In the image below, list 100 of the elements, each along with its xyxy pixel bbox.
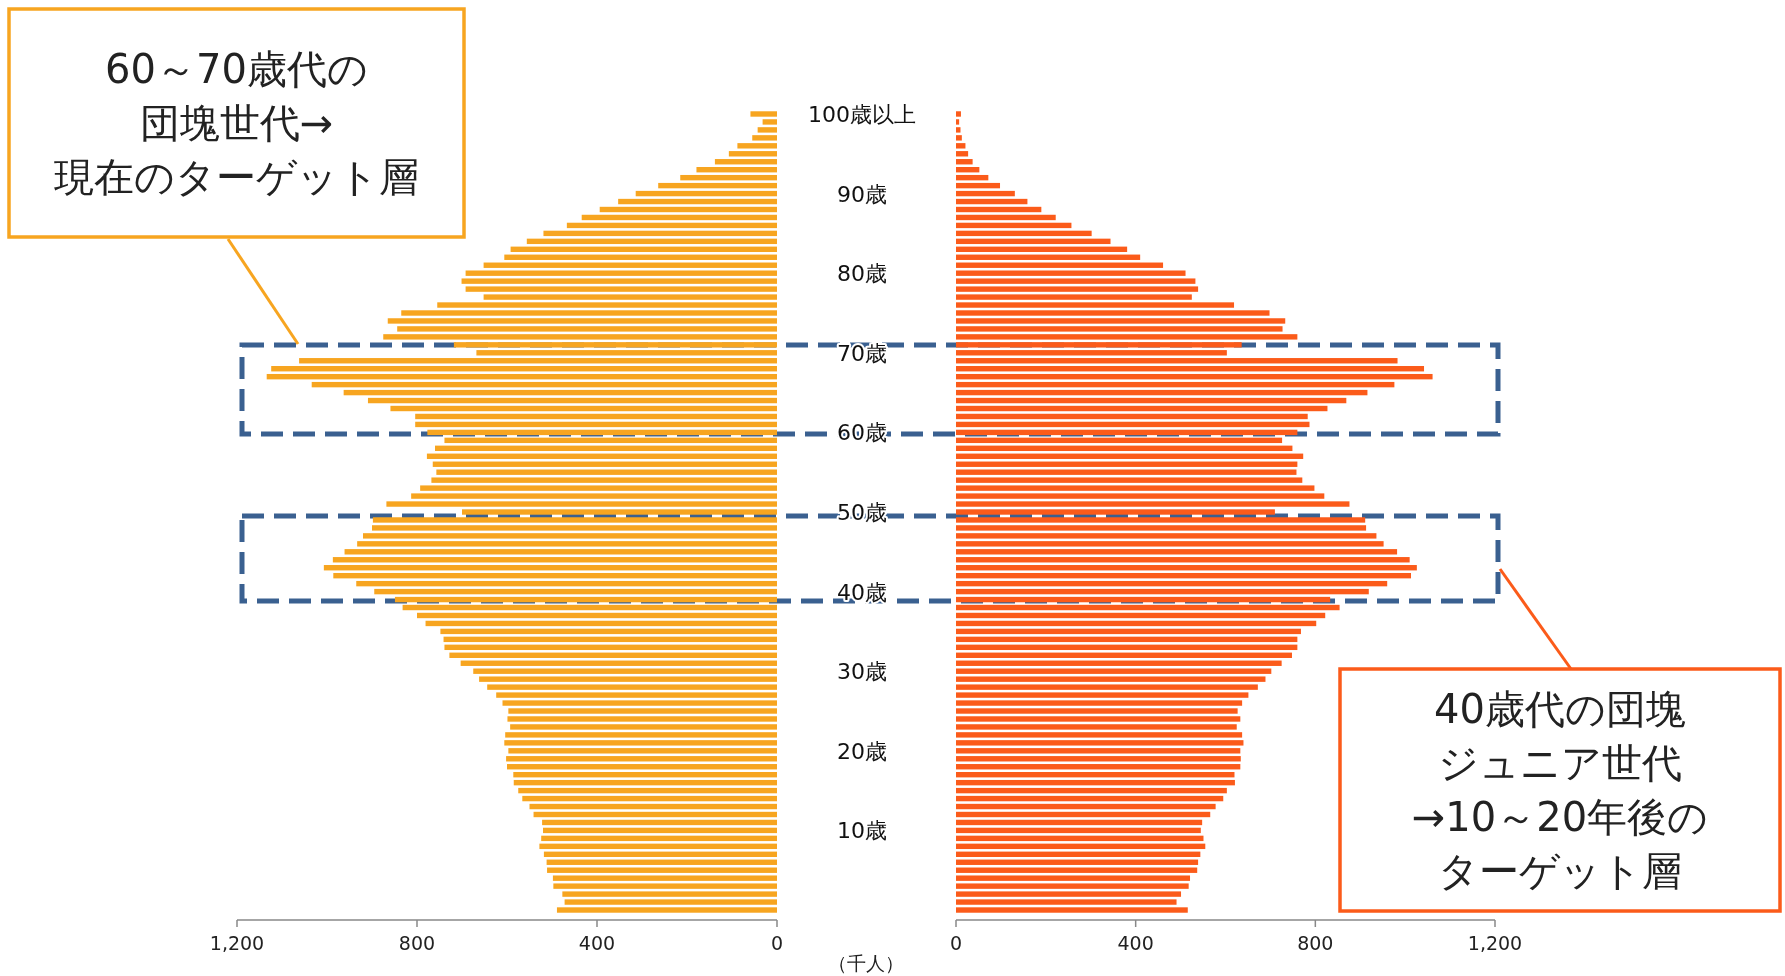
bar [507, 764, 777, 770]
bar [508, 708, 777, 714]
annotation: 40歳代の団塊ジュニア世代→10～20年後のターゲット層 [1411, 686, 1709, 895]
bar [956, 708, 1238, 714]
bar [956, 127, 961, 133]
bar [956, 413, 1308, 420]
bar [680, 174, 777, 181]
bar [542, 819, 777, 826]
bar [956, 151, 969, 157]
bar [496, 692, 777, 698]
bar [483, 262, 777, 268]
bar [435, 445, 777, 452]
bar [956, 214, 1056, 221]
bar [444, 644, 777, 651]
bar [440, 628, 777, 635]
bar [956, 246, 1128, 253]
bar [415, 421, 777, 428]
bar [956, 230, 1092, 237]
bar [401, 310, 777, 316]
x-tick-label: 800 [1297, 932, 1334, 954]
bar [372, 525, 777, 531]
bar [956, 724, 1237, 730]
bar [504, 740, 777, 746]
bar [956, 222, 1072, 229]
bar [436, 469, 777, 475]
bar [956, 580, 1388, 587]
bar [956, 859, 1199, 865]
bar [564, 899, 777, 905]
bar [728, 151, 777, 157]
annotation: 60～70歳代の団塊世代→現在のターゲット層 [54, 46, 419, 201]
bar [956, 174, 989, 181]
bar [453, 342, 777, 348]
bar [552, 875, 777, 881]
bar [956, 198, 1028, 205]
bar [956, 533, 1377, 539]
bar [271, 366, 777, 372]
bar [956, 851, 1201, 857]
bar [956, 612, 1326, 619]
bar [476, 350, 777, 356]
x-tick-label: 1,200 [1467, 932, 1523, 954]
bar [956, 350, 1227, 356]
x-tick-label: 400 [1117, 932, 1154, 954]
bar [956, 310, 1270, 316]
bar [518, 787, 777, 794]
bar [562, 891, 777, 897]
bar [956, 294, 1192, 300]
bar [437, 302, 777, 308]
bar [956, 238, 1111, 245]
bar [956, 875, 1191, 881]
bar [956, 644, 1298, 651]
bar [956, 811, 1211, 818]
bar [344, 549, 777, 555]
bar [956, 604, 1340, 611]
bar [431, 477, 777, 483]
y-tick-label: 70歳 [837, 340, 887, 366]
bar [956, 302, 1235, 308]
bar [956, 907, 1188, 913]
bar [956, 135, 962, 141]
bar [402, 604, 777, 611]
bar [956, 803, 1216, 810]
bar [390, 405, 777, 412]
x-tick-label: 1,200 [209, 932, 265, 954]
bar [956, 891, 1182, 897]
bar [417, 612, 777, 619]
bar [956, 716, 1241, 722]
bar [415, 413, 777, 420]
bar [510, 246, 777, 253]
bar [387, 318, 777, 324]
bar [956, 843, 1206, 850]
bar [956, 318, 1286, 324]
bar [956, 445, 1293, 452]
bar [714, 159, 777, 165]
bar [372, 517, 777, 523]
bar [956, 676, 1266, 682]
bar [956, 756, 1241, 762]
bar [956, 740, 1244, 746]
bar [752, 135, 777, 141]
bar [513, 771, 777, 778]
bar [956, 326, 1283, 332]
bar [386, 501, 777, 507]
bar [394, 596, 777, 603]
bar [332, 557, 777, 563]
bar [956, 286, 1199, 292]
bar [956, 270, 1186, 276]
bar [533, 811, 777, 818]
bar [508, 748, 777, 754]
bar [383, 334, 777, 340]
bar [956, 787, 1227, 794]
bar [566, 222, 777, 229]
bar [367, 397, 777, 404]
bar [956, 692, 1249, 698]
bar [956, 119, 960, 125]
bar [443, 636, 777, 643]
y-tick-label: 80歳 [837, 261, 887, 287]
bar [374, 588, 777, 595]
bar [956, 899, 1177, 905]
bar [737, 143, 777, 149]
bar [543, 827, 777, 834]
bar [333, 572, 777, 579]
bar [427, 429, 777, 436]
